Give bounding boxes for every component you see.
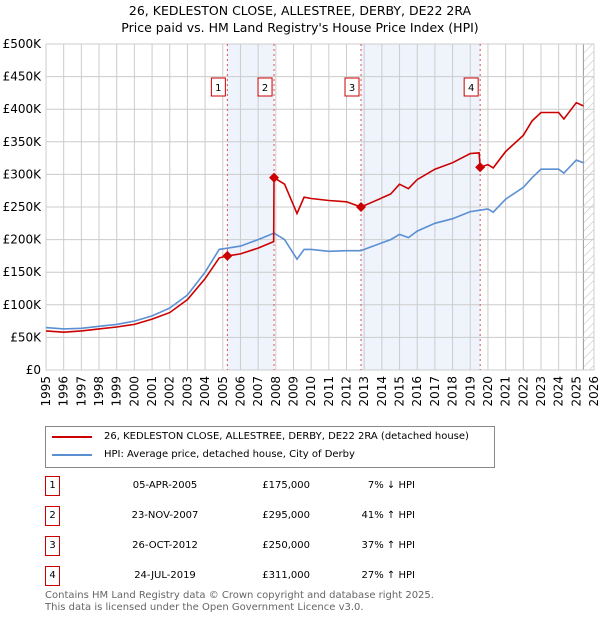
- x-tick-label: 2009: [286, 376, 300, 407]
- hpi-line: [45, 159, 584, 330]
- legend-red-line: [52, 435, 92, 438]
- transaction-date: 05-APR-2005: [132, 480, 198, 491]
- legend-label-property: 26, KEDLESTON CLOSE, ALLESTREE, DERBY, D…: [104, 431, 469, 442]
- title-line-2: Price paid vs. HM Land Registry's House …: [121, 20, 479, 35]
- x-tick-label: 2010: [304, 376, 318, 407]
- transaction-price: £311,000: [262, 570, 310, 581]
- x-tick-label: 2015: [393, 376, 407, 407]
- plot-border: [45, 43, 595, 371]
- footer-line-1: Contains HM Land Registry data © Crown c…: [45, 590, 434, 601]
- transaction-hpi-diff: 37% ↑ HPI: [361, 540, 415, 551]
- property-price-line: [45, 101, 584, 334]
- y-tick-label: £350K: [3, 135, 43, 149]
- x-tick-label: 2006: [233, 376, 247, 407]
- sale-label: 1: [215, 83, 221, 94]
- x-tick-label: 2026: [587, 376, 600, 407]
- footer-attribution: Contains HM Land Registry data © Crown c…: [45, 590, 434, 613]
- x-tick-label: 2004: [198, 376, 212, 407]
- title-line-1: 26, KEDLESTON CLOSE, ALLESTREE, DERBY, D…: [128, 3, 472, 18]
- legend-label-hpi: HPI: Average price, detached house, City…: [104, 449, 355, 460]
- x-tick-label: 2005: [216, 376, 230, 407]
- x-tick-label: 2001: [145, 376, 159, 407]
- x-tick-label: 2016: [410, 376, 424, 407]
- transaction-number: 4: [45, 566, 60, 586]
- x-tick-label: 2020: [481, 376, 495, 407]
- chart-svg: £0 £50K £100K £150K £200K £250K £300K £350K £400…: [3, 37, 600, 407]
- y-tick-label: £150K: [3, 265, 43, 279]
- x-tick-label: 2012: [340, 376, 354, 407]
- transaction-row: 4 24-JUL-2019 £311,000 27% ↑ HPI: [45, 566, 465, 586]
- x-tick-label: 2000: [127, 376, 141, 407]
- footer-line-2: This data is licensed under the Open Gov…: [45, 601, 364, 613]
- x-tick-label: 2007: [251, 376, 265, 407]
- x-tick-label: 2003: [180, 376, 194, 407]
- transaction-hpi-diff: 27% ↑ HPI: [361, 570, 415, 581]
- transaction-price: £295,000: [262, 510, 310, 521]
- x-tick-label: 2019: [463, 376, 477, 407]
- x-tick-label: 1998: [92, 376, 106, 407]
- sale-label: 2: [262, 83, 268, 94]
- x-tick-label: 2011: [322, 376, 336, 407]
- legend-item-hpi: HPI: Average price, detached house, City…: [52, 449, 355, 460]
- transaction-hpi-diff: 7% ↓ HPI: [367, 480, 415, 491]
- x-tick-label: 2013: [357, 376, 371, 407]
- y-tick-label: £50K: [10, 330, 42, 344]
- chart-title: 26, KEDLESTON CLOSE, ALLESTREE, DERBY, D…: [0, 2, 600, 36]
- legend-blue-line: [52, 453, 92, 456]
- legend-item-property: 26, KEDLESTON CLOSE, ALLESTREE, DERBY, D…: [52, 431, 469, 442]
- sale-label-box: [257, 77, 273, 97]
- x-tick-label: 2017: [428, 376, 442, 407]
- x-tick-label: 1997: [74, 376, 88, 407]
- transaction-price: £250,000: [262, 540, 310, 551]
- x-tick-label: 2008: [269, 376, 283, 407]
- transaction-number: 2: [45, 506, 60, 526]
- y-tick-label: £100K: [3, 298, 43, 312]
- sale-label-box: [210, 77, 226, 97]
- x-tick-label: 2023: [534, 376, 548, 407]
- x-tick-label: 2002: [163, 376, 177, 407]
- y-tick-label: £300K: [3, 167, 43, 181]
- sale-label-box: [463, 77, 479, 97]
- x-tick-label: 2018: [446, 376, 460, 407]
- transaction-number: 1: [45, 476, 60, 496]
- transaction-row: 2 23-NOV-2007 £295,000 41% ↑ HPI: [45, 506, 465, 526]
- sale-point: [356, 202, 367, 212]
- sale-point: [222, 250, 233, 261]
- legend: 26, KEDLESTON CLOSE, ALLESTREE, DERBY, D…: [45, 426, 495, 468]
- sale-label-box: [344, 77, 360, 97]
- y-tick-label: £500K: [3, 37, 43, 51]
- sale-point: [475, 162, 486, 173]
- x-tick-label: 2022: [516, 376, 530, 407]
- transaction-price: £175,000: [262, 480, 310, 491]
- x-tick-label: 1996: [57, 376, 71, 407]
- y-tick-label: £0: [26, 363, 41, 377]
- sale-label: 3: [349, 83, 355, 94]
- y-tick-label: £400K: [3, 102, 43, 116]
- sale-point: [269, 172, 280, 183]
- transaction-hpi-diff: 41% ↑ HPI: [361, 510, 415, 521]
- x-tick-label: 2025: [569, 376, 583, 407]
- x-tick-label: 1999: [110, 376, 124, 407]
- transaction-date: 26-OCT-2012: [132, 540, 198, 551]
- x-tick-label: 1995: [39, 376, 53, 407]
- transaction-date: 23-NOV-2007: [131, 510, 199, 521]
- x-tick-label: 2021: [499, 376, 513, 407]
- x-tick-label: 2014: [375, 376, 389, 407]
- y-tick-label: £250K: [3, 200, 43, 214]
- transaction-row: 3 26-OCT-2012 £250,000 37% ↑ HPI: [45, 536, 465, 556]
- sale-label: 4: [468, 83, 474, 94]
- transaction-row: 1 05-APR-2005 £175,000 7% ↓ HPI: [45, 476, 465, 496]
- y-tick-label: £450K: [3, 70, 43, 84]
- x-tick-label: 2024: [552, 376, 566, 407]
- y-tick-label: £200K: [3, 233, 43, 247]
- transaction-number: 3: [45, 536, 60, 556]
- transaction-date: 24-JUL-2019: [134, 570, 196, 581]
